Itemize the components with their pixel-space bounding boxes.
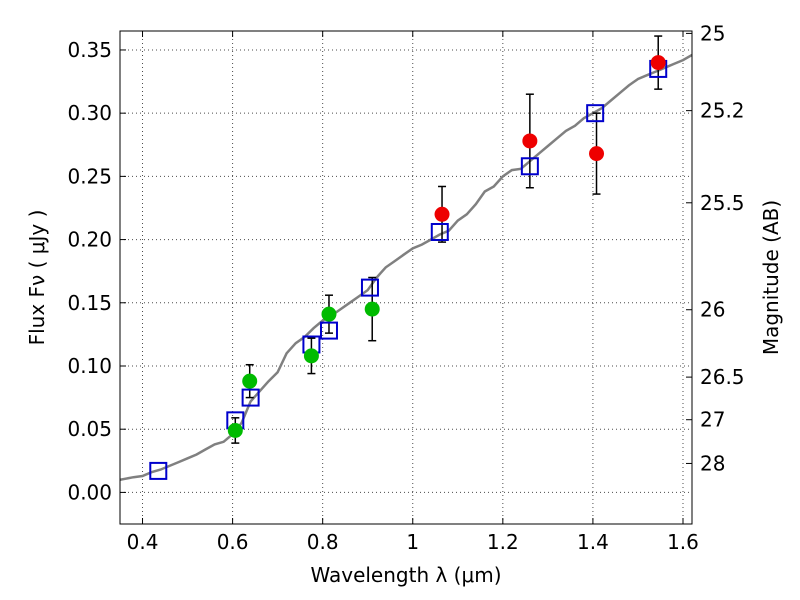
- points-layer: [149, 35, 668, 480]
- observed-optical-point: [242, 373, 258, 389]
- y-tick-label: 0.25: [67, 164, 112, 188]
- plot-frame: [119, 30, 693, 525]
- y-tick-label: 0.05: [67, 417, 112, 441]
- y-tick-label: 0.20: [67, 228, 112, 252]
- y-tick-label: 0.35: [67, 38, 112, 62]
- mag-tick-label: 26: [700, 298, 725, 322]
- observed-optical-point: [227, 422, 243, 438]
- observed-nir-point: [589, 146, 605, 162]
- spectrum-layer: [120, 53, 692, 482]
- model-spectrum-line: [120, 53, 692, 482]
- x-tick-label: 1.2: [487, 530, 519, 554]
- mag-tick-label: 25.5: [700, 191, 745, 215]
- observed-nir-point: [522, 133, 538, 149]
- x-tick-label: 0.6: [217, 530, 249, 554]
- y-tick-label: 0.10: [67, 354, 112, 378]
- mag-tick-label: 25: [700, 21, 725, 45]
- model-photometry-square: [520, 157, 539, 176]
- observed-nir-point: [434, 206, 450, 222]
- y2-axis-label: Magnitude (AB): [759, 200, 783, 355]
- y-axis-label: Flux Fν ( μJy ): [25, 210, 49, 346]
- observed-optical-point: [303, 348, 319, 364]
- x-axis-label: Wavelength λ (μm): [310, 563, 501, 587]
- model-photometry-square: [319, 321, 338, 340]
- observed-optical-point: [321, 306, 337, 322]
- mag-tick-label: 27: [700, 408, 725, 432]
- x-tick-label: 1.4: [577, 530, 609, 554]
- observed-nir-point: [650, 55, 666, 71]
- x-tick-label: 1: [406, 530, 419, 554]
- y-tick-label: 0.30: [67, 101, 112, 125]
- ticks-layer: 0.4 0.6 0.8 1 1.2 1.4 1.6 0.00 0.05 0.10 0.15 0.20 0…: [67, 21, 744, 554]
- mag-tick-label: 26.5: [700, 365, 745, 389]
- observed-optical-point: [364, 301, 380, 317]
- x-tick-label: 0.4: [127, 530, 159, 554]
- y-tick-label: 0.15: [67, 291, 112, 315]
- y-tick-label: 0.00: [67, 480, 112, 504]
- model-photometry-square: [430, 222, 449, 241]
- model-photometry-square: [241, 388, 260, 407]
- model-photometry-square: [586, 104, 605, 123]
- model-photometry-square: [360, 278, 379, 297]
- x-tick-label: 0.8: [307, 530, 339, 554]
- mag-tick-label: 25.2: [700, 99, 745, 123]
- model-photometry-square: [149, 461, 168, 480]
- x-tick-label: 1.6: [667, 530, 699, 554]
- mag-tick-label: 28: [700, 451, 725, 475]
